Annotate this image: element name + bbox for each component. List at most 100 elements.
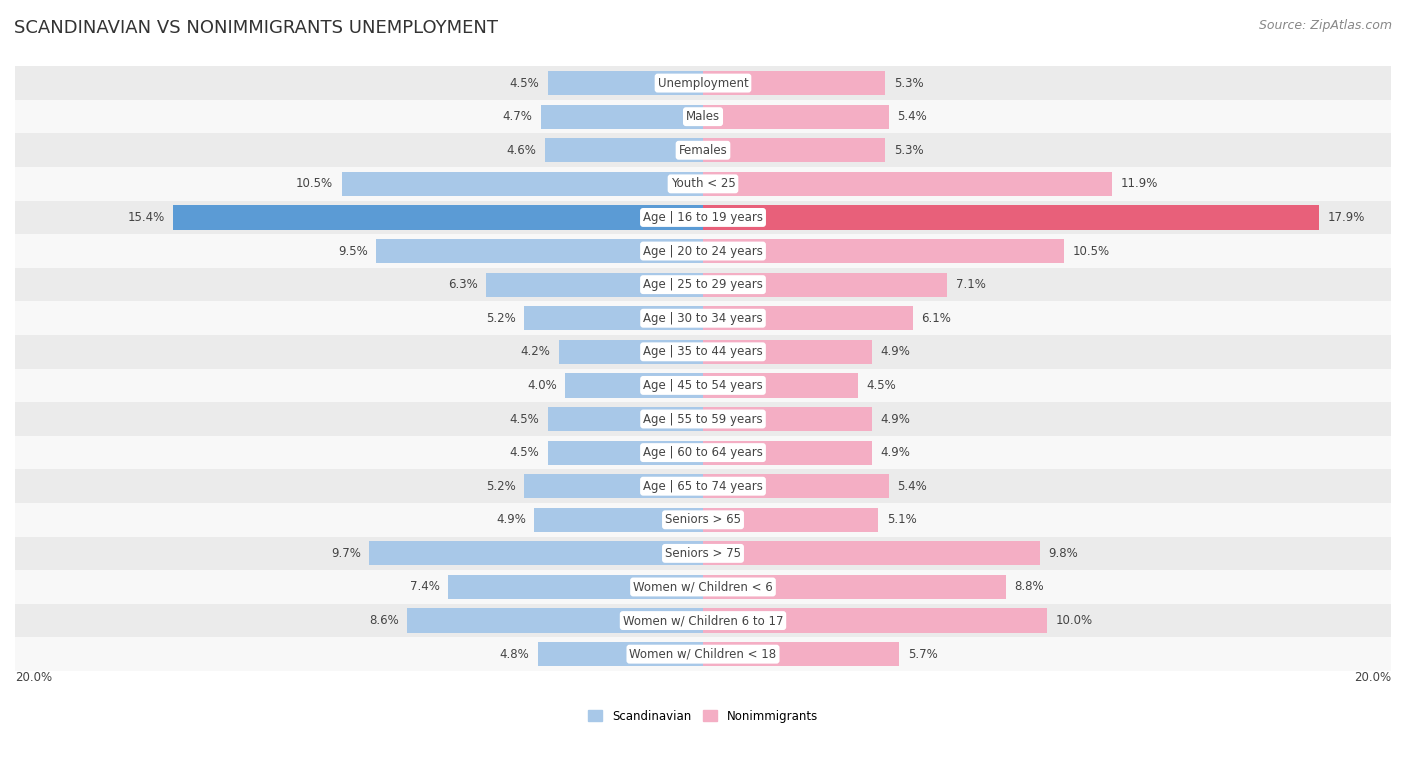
Bar xyxy=(538,642,703,666)
Bar xyxy=(548,407,703,431)
Bar xyxy=(15,537,1391,570)
Text: 4.5%: 4.5% xyxy=(866,379,896,392)
Bar xyxy=(15,335,1391,369)
Bar xyxy=(15,369,1391,402)
Bar xyxy=(449,575,703,599)
Text: 5.4%: 5.4% xyxy=(897,480,927,493)
Bar xyxy=(342,172,703,196)
Text: Age | 65 to 74 years: Age | 65 to 74 years xyxy=(643,480,763,493)
Bar xyxy=(486,273,703,297)
Bar xyxy=(703,306,912,330)
Bar xyxy=(173,205,703,229)
Text: Women w/ Children 6 to 17: Women w/ Children 6 to 17 xyxy=(623,614,783,627)
Text: 10.5%: 10.5% xyxy=(1073,245,1109,257)
Bar xyxy=(548,441,703,465)
Bar xyxy=(544,139,703,162)
Text: 6.1%: 6.1% xyxy=(921,312,952,325)
Text: 5.4%: 5.4% xyxy=(897,111,927,123)
Text: 15.4%: 15.4% xyxy=(128,211,165,224)
Text: 9.8%: 9.8% xyxy=(1049,547,1078,560)
Bar xyxy=(15,100,1391,133)
Text: 20.0%: 20.0% xyxy=(1354,671,1391,684)
Text: Age | 16 to 19 years: Age | 16 to 19 years xyxy=(643,211,763,224)
Bar xyxy=(548,71,703,95)
Bar xyxy=(524,306,703,330)
Text: 7.4%: 7.4% xyxy=(411,581,440,593)
Text: Age | 35 to 44 years: Age | 35 to 44 years xyxy=(643,345,763,358)
Bar xyxy=(703,541,1040,565)
Text: 4.8%: 4.8% xyxy=(499,648,529,661)
Bar xyxy=(15,469,1391,503)
Text: 11.9%: 11.9% xyxy=(1121,177,1159,190)
Text: Age | 55 to 59 years: Age | 55 to 59 years xyxy=(643,413,763,425)
Bar xyxy=(408,609,703,633)
Text: Females: Females xyxy=(679,144,727,157)
Bar xyxy=(703,474,889,498)
Bar xyxy=(524,474,703,498)
Text: 5.1%: 5.1% xyxy=(887,513,917,526)
Bar xyxy=(703,239,1064,263)
Bar xyxy=(703,104,889,129)
Text: 6.3%: 6.3% xyxy=(449,278,478,291)
Text: 5.2%: 5.2% xyxy=(485,480,516,493)
Bar xyxy=(558,340,703,364)
Text: 9.7%: 9.7% xyxy=(330,547,361,560)
Bar xyxy=(703,441,872,465)
Text: Age | 25 to 29 years: Age | 25 to 29 years xyxy=(643,278,763,291)
Bar xyxy=(377,239,703,263)
Text: Males: Males xyxy=(686,111,720,123)
Text: 5.2%: 5.2% xyxy=(485,312,516,325)
Bar xyxy=(370,541,703,565)
Text: Source: ZipAtlas.com: Source: ZipAtlas.com xyxy=(1258,19,1392,32)
Text: 5.3%: 5.3% xyxy=(894,144,924,157)
Bar xyxy=(15,201,1391,234)
Bar xyxy=(541,104,703,129)
Bar xyxy=(15,67,1391,100)
Text: Age | 20 to 24 years: Age | 20 to 24 years xyxy=(643,245,763,257)
Text: 8.8%: 8.8% xyxy=(1014,581,1043,593)
Text: 4.9%: 4.9% xyxy=(880,413,910,425)
Bar xyxy=(703,609,1047,633)
Text: Women w/ Children < 18: Women w/ Children < 18 xyxy=(630,648,776,661)
Bar xyxy=(703,172,1112,196)
Bar xyxy=(15,301,1391,335)
Text: 4.0%: 4.0% xyxy=(527,379,557,392)
Text: 5.7%: 5.7% xyxy=(908,648,938,661)
Text: 10.0%: 10.0% xyxy=(1056,614,1092,627)
Text: 7.1%: 7.1% xyxy=(956,278,986,291)
Bar xyxy=(703,508,879,532)
Text: 4.5%: 4.5% xyxy=(510,413,540,425)
Text: Seniors > 75: Seniors > 75 xyxy=(665,547,741,560)
Text: Age | 45 to 54 years: Age | 45 to 54 years xyxy=(643,379,763,392)
Bar xyxy=(703,373,858,397)
Text: 20.0%: 20.0% xyxy=(15,671,52,684)
Text: 8.6%: 8.6% xyxy=(368,614,398,627)
Bar xyxy=(703,407,872,431)
Text: 9.5%: 9.5% xyxy=(337,245,367,257)
Text: 4.9%: 4.9% xyxy=(880,345,910,358)
Bar xyxy=(15,604,1391,637)
Bar xyxy=(703,273,948,297)
Bar xyxy=(565,373,703,397)
Bar xyxy=(703,340,872,364)
Bar xyxy=(15,436,1391,469)
Bar xyxy=(15,402,1391,436)
Bar xyxy=(703,139,886,162)
Bar xyxy=(534,508,703,532)
Bar xyxy=(15,268,1391,301)
Bar xyxy=(15,167,1391,201)
Text: 4.9%: 4.9% xyxy=(880,446,910,459)
Bar xyxy=(703,205,1319,229)
Text: 17.9%: 17.9% xyxy=(1327,211,1365,224)
Text: 4.6%: 4.6% xyxy=(506,144,536,157)
Bar xyxy=(15,503,1391,537)
Text: 4.5%: 4.5% xyxy=(510,446,540,459)
Bar xyxy=(703,71,886,95)
Bar xyxy=(15,234,1391,268)
Bar xyxy=(15,133,1391,167)
Text: 10.5%: 10.5% xyxy=(297,177,333,190)
Bar xyxy=(15,637,1391,671)
Bar xyxy=(703,642,898,666)
Text: Age | 60 to 64 years: Age | 60 to 64 years xyxy=(643,446,763,459)
Text: 4.5%: 4.5% xyxy=(510,76,540,89)
